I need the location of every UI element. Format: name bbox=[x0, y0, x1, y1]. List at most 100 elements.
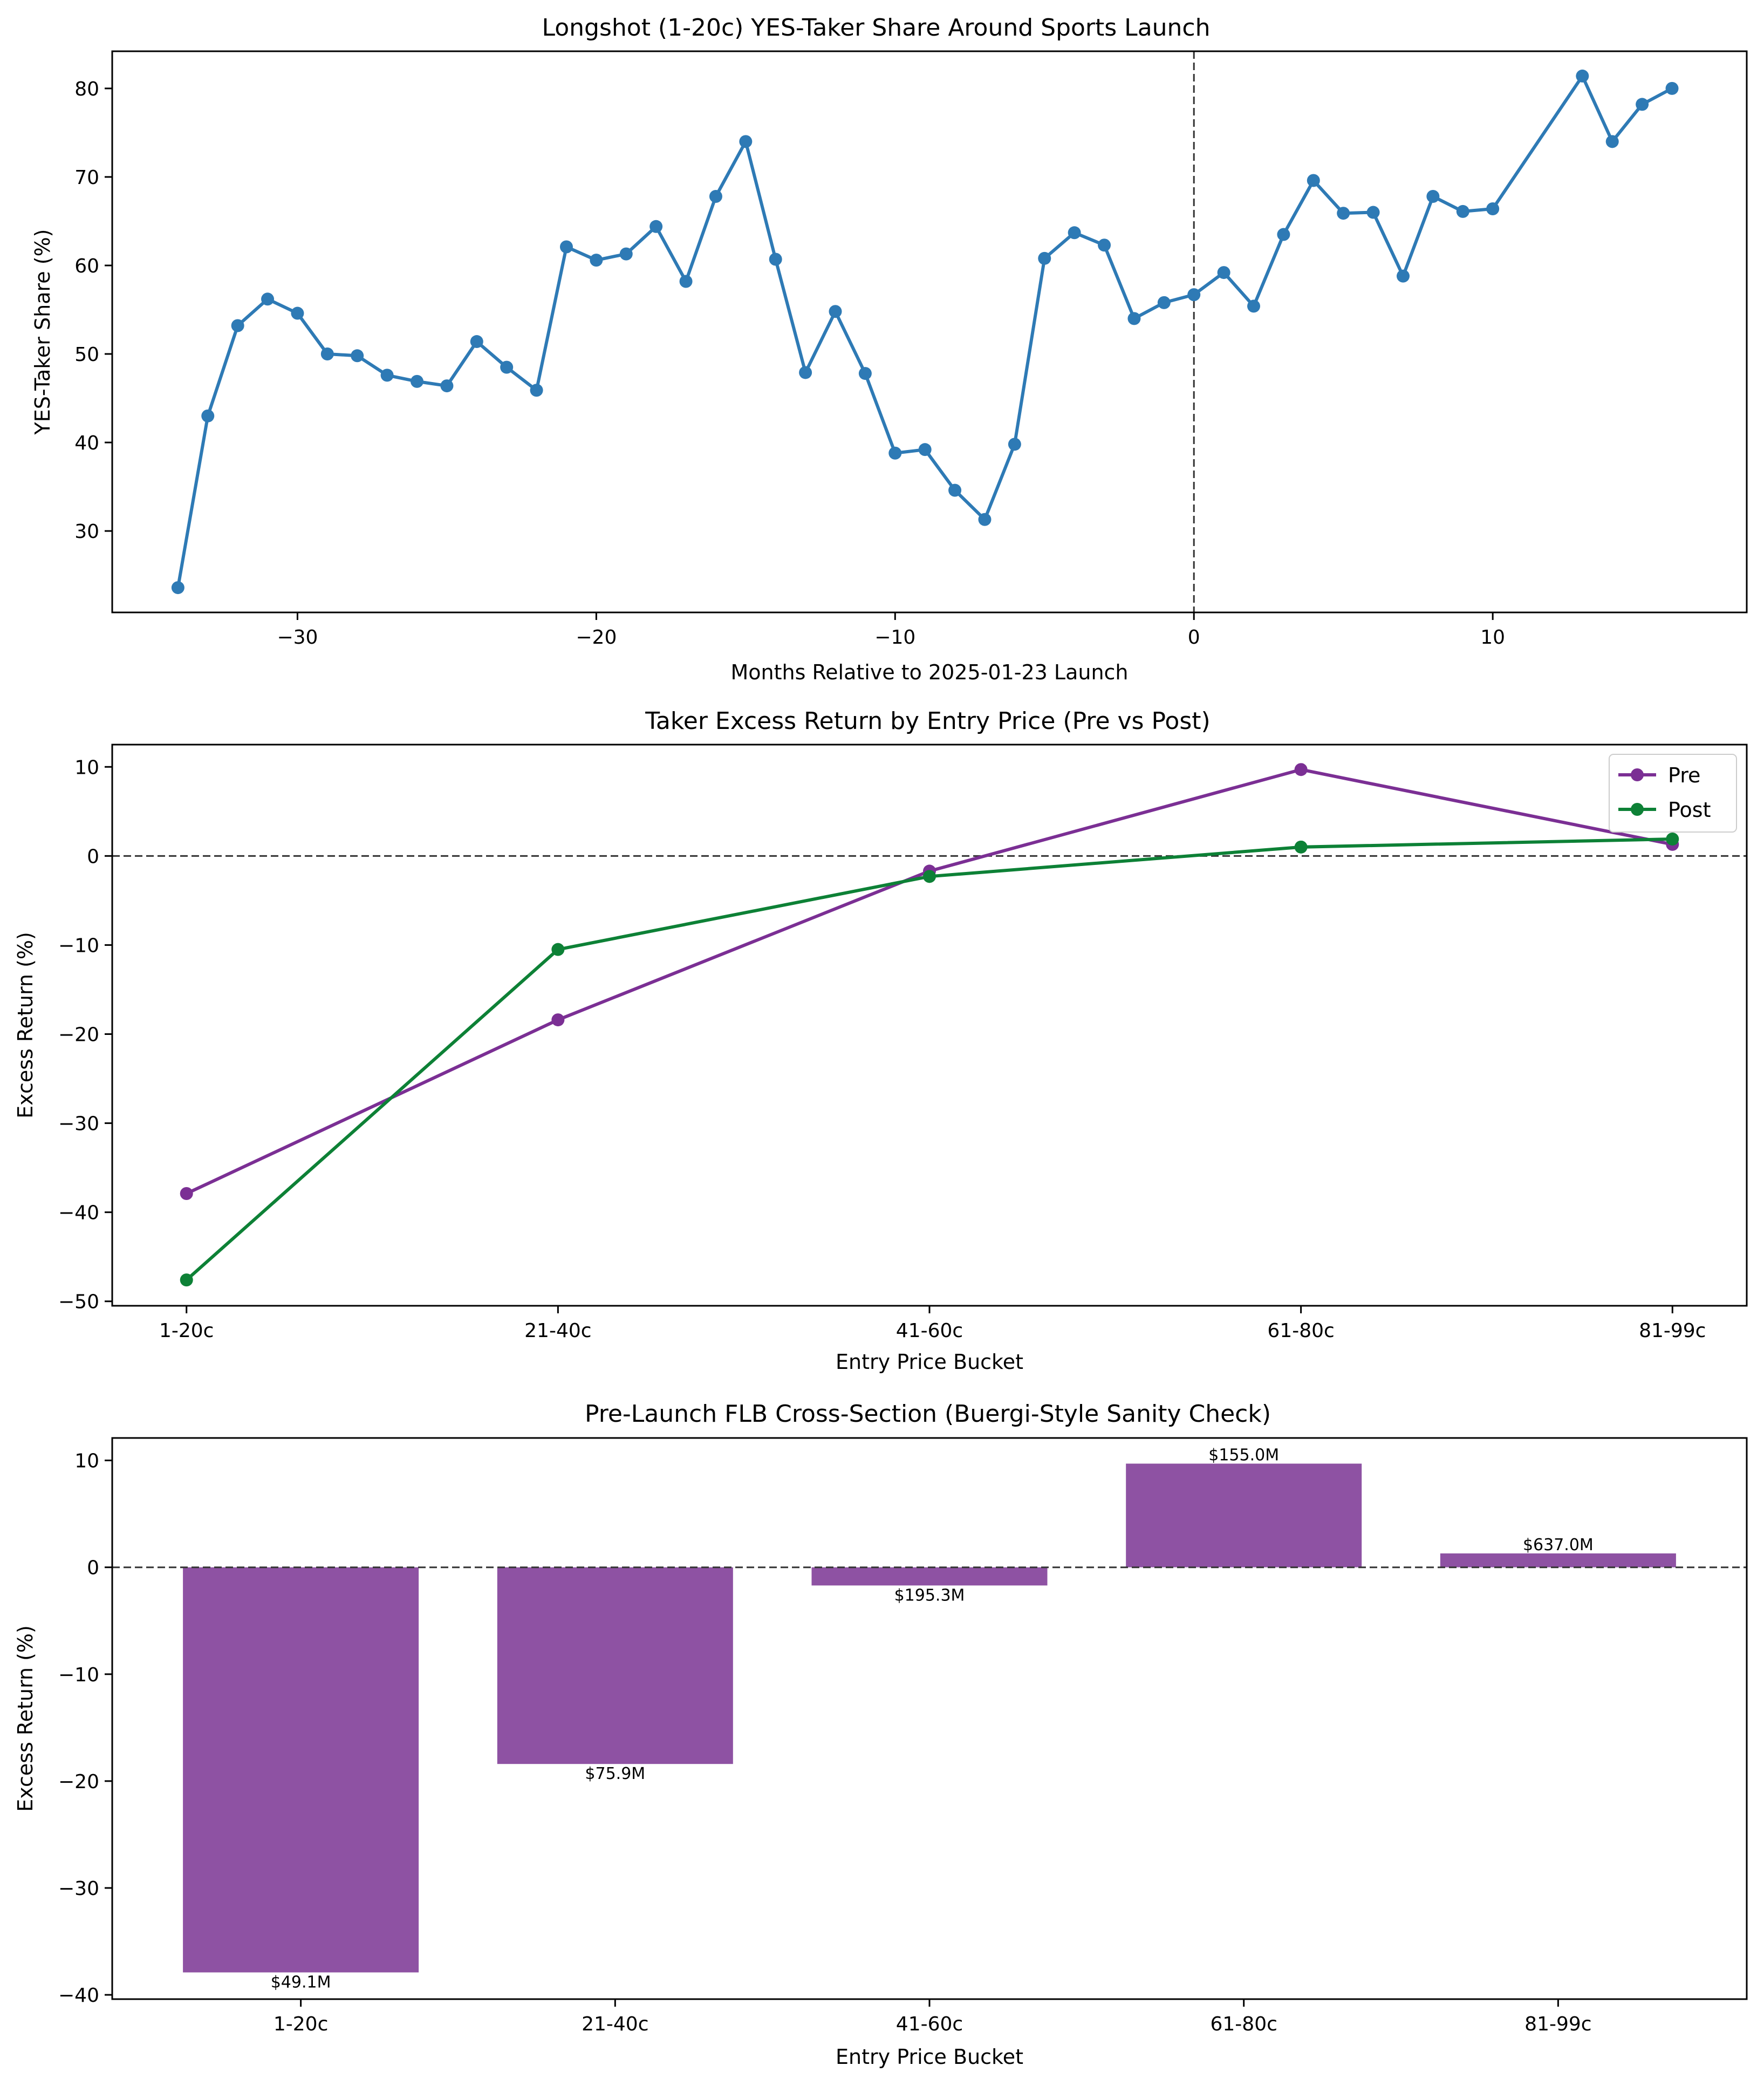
bar bbox=[183, 1567, 419, 1973]
data-point bbox=[440, 379, 454, 393]
data-point bbox=[1486, 202, 1500, 215]
y-tick-label: −30 bbox=[58, 1878, 99, 1900]
data-point bbox=[559, 240, 573, 254]
data-point bbox=[918, 443, 932, 456]
bar bbox=[1126, 1463, 1362, 1567]
x-tick-label: 41-60c bbox=[896, 2013, 963, 2035]
series-line-post bbox=[185, 837, 1673, 1281]
bar-label: $155.0M bbox=[1208, 1446, 1279, 1465]
chart-excess-return-pre-post: Taker Excess Return by Entry Price (Pre … bbox=[13, 707, 1748, 1374]
x-tick-label: 21-40c bbox=[524, 1320, 591, 1342]
data-point bbox=[1217, 266, 1230, 280]
data-point bbox=[1307, 174, 1320, 187]
y-tick-label: 10 bbox=[74, 1450, 99, 1473]
y-tick-label: −40 bbox=[58, 1985, 99, 2007]
chart3-ylabel: Excess Return (%) bbox=[13, 1625, 37, 1812]
data-point-post bbox=[1666, 832, 1679, 846]
data-point bbox=[1127, 312, 1141, 325]
y-tick-label: 50 bbox=[74, 344, 99, 366]
bar-label: $195.3M bbox=[894, 1586, 965, 1605]
bar bbox=[497, 1567, 733, 1764]
x-tick-label: 61-80c bbox=[1267, 1320, 1334, 1342]
data-point bbox=[1576, 69, 1589, 83]
data-point bbox=[1098, 238, 1111, 252]
x-tick-label: −20 bbox=[576, 626, 617, 649]
chart3-title: Pre-Launch FLB Cross-Section (Buergi-Sty… bbox=[585, 1400, 1271, 1428]
data-point bbox=[590, 254, 603, 267]
y-tick-label: −20 bbox=[58, 1771, 99, 1793]
data-point bbox=[739, 135, 753, 148]
y-tick-label: 0 bbox=[87, 846, 99, 868]
data-point bbox=[1456, 204, 1469, 218]
chart2-xlabel: Entry Price Bucket bbox=[836, 1350, 1023, 1374]
data-point bbox=[291, 306, 304, 320]
chart-yes-taker-share: Longshot (1-20c) YES-Taker Share Around … bbox=[31, 14, 1748, 684]
y-tick-label: −10 bbox=[58, 935, 99, 957]
data-point bbox=[1426, 190, 1440, 203]
legend-marker-pre bbox=[1631, 768, 1644, 781]
bar-label: $637.0M bbox=[1523, 1536, 1594, 1555]
data-point bbox=[1008, 438, 1021, 451]
legend-label-post: Post bbox=[1668, 798, 1711, 822]
x-tick-label: 61-80c bbox=[1210, 2013, 1277, 2035]
data-point bbox=[1605, 135, 1619, 148]
x-tick-label: 41-60c bbox=[896, 1320, 963, 1342]
data-point bbox=[261, 292, 275, 306]
chart1-title: Longshot (1-20c) YES-Taker Share Around … bbox=[542, 14, 1210, 42]
data-point bbox=[1366, 206, 1380, 219]
series-line bbox=[176, 74, 1673, 588]
y-tick-label: 60 bbox=[74, 255, 99, 277]
y-tick-label: −40 bbox=[58, 1202, 99, 1224]
data-point bbox=[829, 305, 842, 318]
data-point bbox=[380, 369, 394, 382]
legend-label-pre: Pre bbox=[1668, 763, 1700, 787]
data-point bbox=[470, 335, 483, 349]
data-point bbox=[649, 220, 663, 233]
chart1-ticks: 30 40 50 60 70 80 −30 −20 −10 0 10 bbox=[74, 78, 1505, 649]
y-tick-label: −20 bbox=[58, 1024, 99, 1046]
bar-label: $49.1M bbox=[271, 1973, 331, 1992]
chart2-ylabel: Excess Return (%) bbox=[13, 932, 37, 1119]
legend-marker-post bbox=[1631, 803, 1644, 816]
chart3-xlabel: Entry Price Bucket bbox=[836, 2045, 1023, 2069]
data-point bbox=[231, 319, 244, 332]
data-point bbox=[1157, 296, 1171, 309]
y-tick-label: 80 bbox=[74, 78, 99, 100]
y-tick-label: 0 bbox=[87, 1557, 99, 1579]
data-point bbox=[1337, 207, 1350, 220]
data-point bbox=[171, 581, 184, 595]
data-point bbox=[799, 366, 812, 379]
data-point-post bbox=[1294, 840, 1308, 854]
series-line-pre bbox=[186, 768, 1673, 1195]
data-point-pre bbox=[551, 1013, 565, 1027]
bar-label: $75.9M bbox=[585, 1764, 645, 1783]
data-point bbox=[1396, 269, 1410, 283]
data-point bbox=[858, 367, 872, 380]
data-point bbox=[411, 374, 424, 388]
chart2-ticks: −50 −40 −30 −20 −10 0 10 1-20c 21-40c 41-60c 61-80… bbox=[58, 756, 1706, 1342]
data-point bbox=[351, 349, 364, 363]
data-point bbox=[709, 190, 722, 203]
data-point bbox=[1187, 288, 1201, 302]
chart1-plot-area bbox=[171, 51, 1679, 612]
data-point bbox=[948, 483, 962, 497]
x-tick-label: 1-20c bbox=[274, 2013, 329, 2035]
data-point bbox=[320, 347, 334, 361]
chart2-legend: Pre Post bbox=[1609, 754, 1737, 833]
data-point-post bbox=[180, 1273, 193, 1287]
data-point bbox=[888, 446, 902, 460]
x-tick-label: 1-20c bbox=[159, 1320, 214, 1342]
y-tick-label: 40 bbox=[74, 432, 99, 454]
data-point bbox=[1247, 299, 1261, 313]
chart3-plot-area: $49.1M $75.9M $195.3M $155.0M $637.0M bbox=[112, 1446, 1747, 1992]
chart2-frame bbox=[111, 744, 1748, 1307]
x-tick-label: 21-40c bbox=[582, 2013, 648, 2035]
data-point bbox=[500, 360, 514, 374]
data-point bbox=[201, 409, 215, 422]
chart1-frame bbox=[111, 50, 1748, 613]
bar bbox=[811, 1567, 1048, 1586]
x-tick-label: −10 bbox=[874, 626, 915, 649]
y-tick-label: −30 bbox=[58, 1113, 99, 1135]
data-point bbox=[619, 247, 633, 261]
chart1-ylabel: YES-Taker Share (%) bbox=[31, 229, 54, 435]
